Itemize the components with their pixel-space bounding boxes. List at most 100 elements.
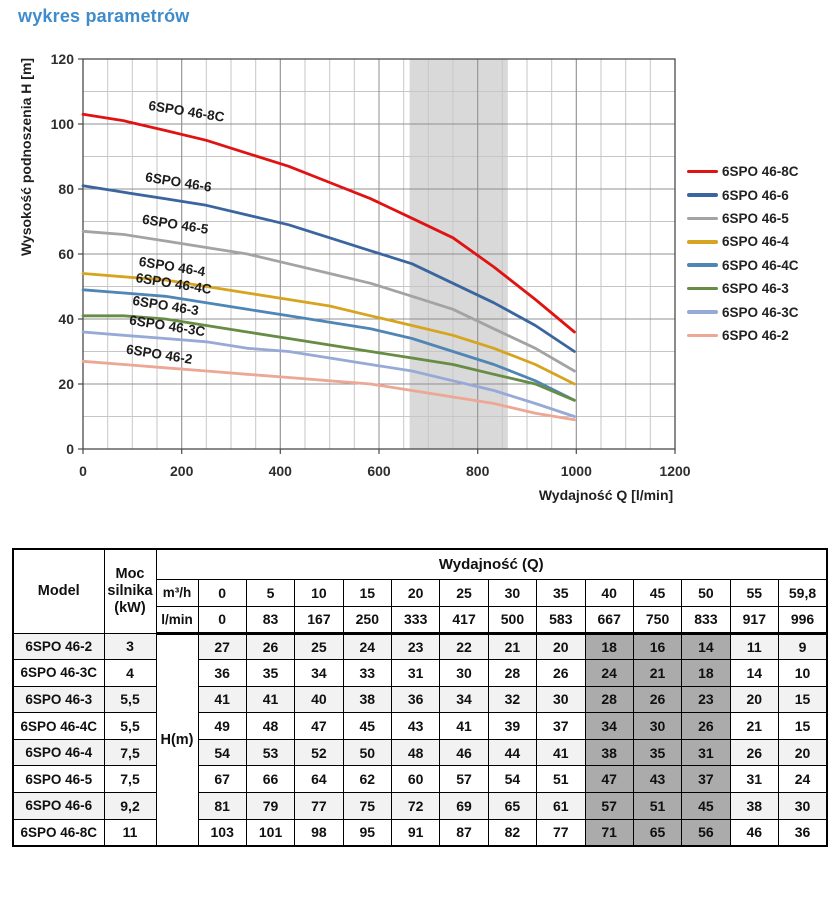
head-value-cell: 37: [536, 712, 586, 740]
head-value-cell: 46: [729, 818, 780, 847]
legend-label: 6SPO 46-2: [722, 327, 789, 343]
flow-lmin-value: 667: [584, 605, 634, 635]
head-value-cell: 51: [632, 792, 683, 820]
flow-m3h-value: 15: [342, 578, 393, 607]
curve-6SPO-46-4: [81, 272, 576, 386]
curve-6SPO-46-2: [81, 359, 576, 422]
head-value-cell: 26: [632, 685, 683, 714]
head-value-cell: 20: [729, 685, 780, 714]
power-cell: 11: [103, 818, 157, 847]
power-cell: 7,5: [103, 765, 157, 794]
flow-m3h-value: 5: [245, 578, 296, 607]
legend-line-swatch: [687, 263, 718, 268]
curve-6SPO-46-3: [81, 314, 576, 402]
head-value-cell: 20: [536, 632, 586, 661]
head-value-cell: 21: [729, 712, 780, 740]
page-title: wykres parametrów: [18, 6, 190, 26]
head-value-cell: 25: [294, 632, 344, 661]
head-value-cell: 47: [584, 765, 634, 794]
flow-m3h-value: 25: [439, 578, 489, 607]
flow-lmin-value: 0: [197, 605, 247, 635]
head-value-cell: 31: [729, 765, 780, 794]
parameters-table-wrap: Model Moc silnika (kW) Wydajność (Q) m³/…: [12, 548, 828, 847]
y-axis-title: Wysokość podnoszenia H [m]: [18, 58, 34, 256]
head-value-cell: 57: [584, 792, 634, 820]
legend-item: 6SPO 46-4: [687, 230, 799, 253]
legend-label: 6SPO 46-8C: [722, 164, 799, 180]
table-row: 6SPO 46-4 7,5 54 53 52 50 48 46 44 41 38 35 31 26 20: [12, 738, 828, 767]
legend-label: 6SPO 46-4: [722, 234, 789, 250]
flow-lmin-value: 996: [778, 605, 828, 635]
col-header-flow: Wydajność (Q): [155, 548, 828, 580]
chart-legend: 6SPO 46-8C 6SPO 46-6 6SPO 46-5 6SPO 46-4 6SP…: [687, 160, 799, 347]
model-cell: 6SPO 46-8C: [12, 818, 105, 847]
head-value-cell: 34: [439, 685, 489, 714]
head-value-cell: 69: [439, 792, 489, 820]
head-value-cell: 43: [390, 712, 441, 740]
head-value-cell: 24: [584, 659, 634, 687]
head-value-cell: 54: [197, 738, 247, 767]
legend-line-swatch: [687, 193, 718, 197]
head-value-cell: 36: [778, 818, 828, 847]
col-header-power: Moc silnika (kW): [103, 548, 157, 634]
head-value-cell: 39: [487, 712, 538, 740]
head-value-cell: 49: [197, 712, 247, 740]
head-value-cell: 91: [390, 818, 441, 847]
head-value-cell: 38: [342, 685, 393, 714]
header-row-lmin: l/min 0 83 167 250 333 417 500 583 667 750 833 917 9…: [13, 605, 828, 635]
unit-label-lmin: l/min: [155, 605, 199, 635]
head-value-cell: 26: [729, 738, 780, 767]
head-value-cell: 77: [294, 792, 344, 820]
head-value-cell: 87: [439, 818, 489, 847]
head-value-cell: 41: [245, 685, 296, 714]
head-value-cell: 20: [778, 738, 828, 767]
head-value-cell: 10: [778, 659, 828, 687]
head-value-cell: 77: [536, 818, 586, 847]
legend-line-swatch: [687, 216, 718, 221]
head-value-cell: 30: [536, 685, 586, 714]
table-row: 6SPO 46-2 3 H(m) 27 26 25 24 23 22 21 20 18 16 14 11 9: [12, 632, 828, 847]
flow-lmin-value: 750: [632, 605, 683, 635]
curve-6SPO-46-8C: [81, 112, 576, 334]
head-value-cell: 36: [390, 685, 441, 714]
head-value-cell: 24: [342, 632, 393, 661]
head-value-cell: 37: [681, 765, 731, 794]
head-value-cell: 22: [439, 632, 489, 661]
parameters-table: Model Moc silnika (kW) Wydajność (Q) m³/…: [12, 548, 828, 847]
head-value-cell: 60: [390, 765, 441, 794]
head-value-cell: 23: [390, 632, 441, 661]
flow-m3h-value: 30: [487, 578, 538, 607]
head-value-cell: 79: [245, 792, 296, 820]
curve-label-6SPO-46-5: 6SPO 46-5: [141, 212, 210, 237]
head-value-cell: 38: [729, 792, 780, 820]
x-tick-label: 0: [79, 463, 87, 479]
model-cell: 6SPO 46-2: [12, 632, 105, 661]
head-value-cell: 35: [632, 738, 683, 767]
model-cell: 6SPO 46-4C: [12, 712, 105, 740]
head-value-cell: 51: [536, 765, 586, 794]
legend-item: 6SPO 46-5: [687, 207, 799, 230]
legend-item: 6SPO 46-3: [687, 277, 799, 300]
head-value-cell: 26: [536, 659, 586, 687]
model-cell: 6SPO 46-6: [12, 792, 105, 820]
y-tick-label: 60: [58, 246, 74, 262]
head-value-cell: 18: [681, 659, 731, 687]
y-tick-label: 40: [58, 311, 74, 327]
head-value-cell: 45: [681, 792, 731, 820]
head-value-cell: 57: [439, 765, 489, 794]
model-cell: 6SPO 46-3: [12, 685, 105, 714]
y-tick-label: 100: [51, 116, 75, 132]
model-cell: 6SPO 46-3C: [12, 659, 105, 687]
head-value-cell: 41: [536, 738, 586, 767]
head-value-cell: 65: [632, 818, 683, 847]
head-value-cell: 14: [729, 659, 780, 687]
curve-label-6SPO-46-8C: 6SPO 46-8C: [148, 98, 226, 125]
head-value-cell: 41: [439, 712, 489, 740]
header-row-m3h: m³/h 0 5 10 15 20 25 30 35 40 45 50 55 59,8: [13, 578, 828, 607]
flow-m3h-value: 0: [197, 578, 247, 607]
head-value-cell: 47: [294, 712, 344, 740]
power-cell: 4: [103, 659, 157, 687]
head-value-cell: 71: [584, 818, 634, 847]
head-value-cell: 66: [245, 765, 296, 794]
